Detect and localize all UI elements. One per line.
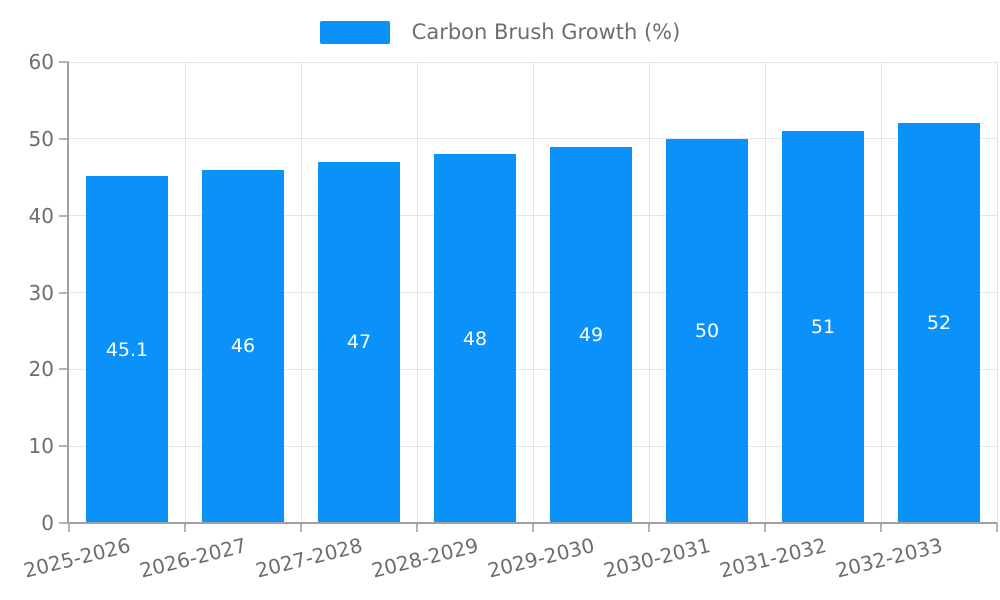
gridline-vertical xyxy=(764,62,766,523)
x-tick-label: 2028-2029 xyxy=(369,533,481,583)
x-axis-tick xyxy=(996,523,998,532)
x-axis-tick xyxy=(68,523,70,532)
legend-label: Carbon Brush Growth (%) xyxy=(411,20,681,44)
y-tick-label: 60 xyxy=(28,50,54,74)
y-axis-tick xyxy=(59,291,69,294)
y-axis-tick xyxy=(59,214,69,217)
x-axis-tick xyxy=(880,523,882,532)
legend-swatch xyxy=(319,20,390,44)
x-axis-tick xyxy=(300,523,302,532)
gridline-vertical xyxy=(996,62,998,523)
gridline-vertical xyxy=(532,62,534,523)
gridline-vertical xyxy=(416,62,418,523)
gridline-vertical xyxy=(184,62,186,523)
bar[interactable]: 48 xyxy=(434,154,516,523)
bar[interactable]: 46 xyxy=(202,169,284,523)
y-tick-label: 40 xyxy=(28,203,54,228)
x-tick-label: 2029-2030 xyxy=(485,533,597,583)
y-tick-label: 50 xyxy=(28,126,54,151)
x-axis-tick xyxy=(764,523,766,532)
bar[interactable]: 45.1 xyxy=(86,176,168,523)
bar-value-label: 49 xyxy=(578,323,604,346)
y-axis-tick xyxy=(59,61,69,63)
x-tick-label: 2025-2026 xyxy=(21,533,133,583)
y-axis-tick xyxy=(59,522,69,524)
bar[interactable]: 52 xyxy=(898,123,980,523)
y-tick-label: 0 xyxy=(41,511,54,535)
x-tick-label: 2026-2027 xyxy=(137,533,249,583)
x-axis-tick xyxy=(648,523,650,532)
y-tick-label: 30 xyxy=(28,280,54,305)
x-tick-label: 2032-2033 xyxy=(833,533,945,583)
x-tick-label: 2030-2031 xyxy=(601,533,713,583)
bar-value-label: 48 xyxy=(462,327,488,350)
bar[interactable]: 50 xyxy=(666,138,748,523)
bar[interactable]: 47 xyxy=(318,161,400,523)
bar[interactable]: 51 xyxy=(782,131,864,523)
y-axis-tick xyxy=(59,368,69,371)
y-tick-label: 20 xyxy=(28,357,54,382)
gridline-vertical xyxy=(880,62,882,523)
y-axis xyxy=(67,62,69,523)
plot-area: 45.1 46 47 48 49 50 51 52 xyxy=(69,61,998,523)
bar-value-label: 45.1 xyxy=(105,338,149,361)
bar-value-label: 50 xyxy=(694,319,720,342)
y-axis-tick xyxy=(59,445,69,448)
x-tick-label: 2027-2028 xyxy=(253,533,365,583)
bar-value-label: 46 xyxy=(230,335,256,358)
x-axis-tick xyxy=(532,523,534,532)
gridline-vertical xyxy=(300,62,302,523)
bar[interactable]: 49 xyxy=(550,146,632,523)
x-axis xyxy=(69,522,997,524)
bar-value-label: 51 xyxy=(810,316,836,339)
bar-value-label: 47 xyxy=(346,331,372,354)
y-tick-label: 10 xyxy=(28,434,54,459)
x-axis-tick xyxy=(184,523,186,532)
x-axis-tick xyxy=(416,523,418,532)
gridline-vertical xyxy=(648,62,650,523)
x-tick-label: 2031-2032 xyxy=(717,533,829,583)
legend[interactable]: Carbon Brush Growth (%) xyxy=(0,20,1000,44)
y-axis-tick xyxy=(59,137,69,140)
bar-value-label: 52 xyxy=(926,312,952,335)
